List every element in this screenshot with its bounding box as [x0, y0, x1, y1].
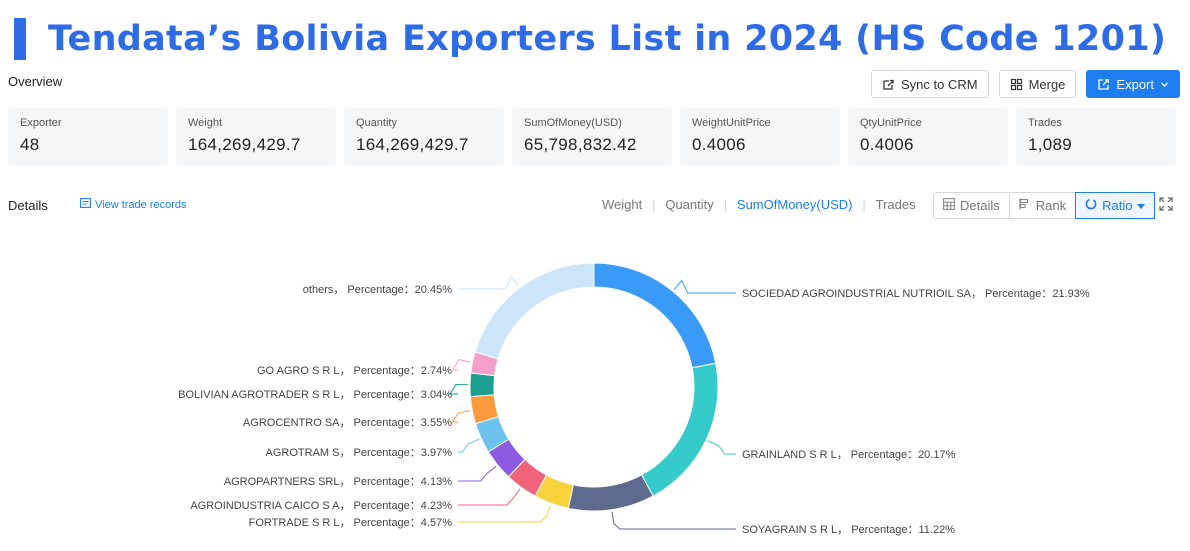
- view-mode-group: Details Rank Ratio: [933, 192, 1156, 219]
- stat-card-quantity: Quantity 164,269,429.7: [344, 108, 504, 166]
- stat-card-qty-unit-price: QtyUnitPrice 0.4006: [848, 108, 1008, 166]
- slice-label: BOLIVIAN AGROTRADER S R L， Percentage：3.…: [178, 389, 452, 401]
- stat-value: 65,798,832.42: [524, 135, 637, 154]
- stat-label: Weight: [188, 117, 223, 129]
- caret-down-icon: [1137, 198, 1146, 213]
- donut-slice[interactable]: [469, 372, 496, 398]
- slice-label: SOCIEDAD AGROINDUSTRIAL NUTRIOIL SA， Per…: [742, 288, 1090, 300]
- page-title: Tendata’s Bolivia Exporters List in 2024…: [48, 19, 1167, 59]
- slice-label: AGROCENTRO SA， Percentage：3.55%: [243, 417, 452, 429]
- ratio-donut-chart: SOCIEDAD AGROINDUSTRIAL NUTRIOIL SA， Per…: [178, 262, 1090, 536]
- stat-card-weight: Weight 164,269,429.7: [176, 108, 336, 166]
- stat-value: 0.4006: [860, 135, 914, 154]
- chevron-down-icon: [1160, 80, 1169, 89]
- overview-heading: Overview: [8, 74, 63, 89]
- stat-card-weight-unit-price: WeightUnitPrice 0.4006: [680, 108, 840, 166]
- slice-label: GO AGRO S R L， Percentage：2.74%: [257, 365, 452, 377]
- stat-value: 164,269,429.7: [356, 135, 469, 154]
- stat-card-trades: Trades 1,089: [1016, 108, 1176, 166]
- fullscreen-icon[interactable]: [1159, 197, 1173, 216]
- leader-line: [707, 440, 736, 455]
- tab-trades[interactable]: Trades: [875, 197, 916, 212]
- ratio-icon: [1085, 198, 1097, 213]
- stat-label: Trades: [1028, 117, 1062, 129]
- leader-line: [458, 438, 480, 453]
- stat-value: 0.4006: [692, 135, 746, 154]
- tab-divider: |: [723, 197, 727, 212]
- view-trade-records-link[interactable]: View trade records: [80, 198, 187, 211]
- stat-card-sum-of-money: SumOfMoney(USD) 65,798,832.42: [512, 108, 672, 166]
- merge-button[interactable]: Merge: [998, 70, 1077, 98]
- tab-divider: |: [862, 197, 866, 212]
- ratio-view-label: Ratio: [1102, 198, 1133, 213]
- stat-label: Exporter: [20, 117, 62, 129]
- sync-to-crm-button[interactable]: Sync to CRM: [870, 70, 989, 98]
- slice-label: SOYAGRAIN S R L， Percentage：11.22%: [742, 524, 955, 536]
- slice-label: AGROPARTNERS SRL， Percentage：4.13%: [224, 476, 452, 488]
- slice-label: AGROTRAM S， Percentage：3.97%: [266, 447, 453, 459]
- details-view-button[interactable]: Details: [934, 193, 1010, 218]
- table-icon: [943, 198, 955, 213]
- export-icon: [1097, 78, 1110, 91]
- leader-line: [458, 488, 521, 506]
- leader-line: [451, 410, 471, 423]
- tab-quantity[interactable]: Quantity: [665, 197, 714, 212]
- stat-label: SumOfMoney(USD): [524, 117, 622, 129]
- export-label: Export: [1116, 76, 1154, 92]
- donut-slice[interactable]: [640, 362, 719, 497]
- stat-label: Quantity: [356, 117, 397, 129]
- sync-to-crm-label: Sync to CRM: [900, 76, 978, 92]
- donut-slice[interactable]: [474, 262, 595, 360]
- tab-weight[interactable]: Weight: [602, 197, 643, 212]
- details-heading: Details: [8, 198, 48, 213]
- leader-line: [451, 359, 471, 371]
- tab-divider: |: [652, 197, 656, 212]
- leader-line: [673, 279, 736, 294]
- metric-tabs: Weight | Quantity | SumOfMoney(USD) | Tr…: [592, 197, 926, 212]
- slice-label: FORTRADE S R L， Percentage：4.57%: [249, 517, 453, 529]
- details-view-label: Details: [960, 198, 1000, 213]
- merge-icon: [1010, 78, 1023, 91]
- stat-label: WeightUnitPrice: [692, 117, 771, 129]
- title-accent-bar: [14, 18, 26, 60]
- view-trade-records-label: View trade records: [95, 198, 187, 211]
- donut-slice[interactable]: [593, 262, 717, 369]
- merge-label: Merge: [1028, 76, 1066, 92]
- leader-line: [449, 383, 469, 395]
- toolbar: Sync to CRM Merge Export: [870, 70, 1180, 98]
- rank-icon: [1019, 198, 1031, 213]
- stat-value: 1,089: [1028, 135, 1073, 154]
- rank-view-button[interactable]: Rank: [1009, 193, 1077, 218]
- slice-label: others， Percentage：20.45%: [303, 284, 452, 296]
- sync-icon: [882, 78, 895, 91]
- slice-label: GRAINLAND S R L， Percentage：20.17%: [742, 449, 956, 461]
- tab-sum-of-money[interactable]: SumOfMoney(USD): [736, 197, 853, 212]
- stats-row: Exporter 48 Weight 164,269,429.7 Quantit…: [8, 108, 1176, 166]
- rank-view-label: Rank: [1035, 198, 1067, 213]
- records-icon: [80, 198, 91, 211]
- stat-label: QtyUnitPrice: [860, 117, 922, 129]
- slice-label: AGROINDUSTRIA CAICO S A， Percentage：4.23…: [190, 500, 452, 512]
- leader-line: [458, 505, 552, 523]
- export-button[interactable]: Export: [1086, 70, 1180, 98]
- stat-value: 48: [20, 135, 40, 154]
- leader-line: [458, 275, 519, 290]
- leader-line: [611, 511, 736, 530]
- donut-slice[interactable]: [567, 474, 654, 512]
- ratio-view-button[interactable]: Ratio: [1075, 192, 1156, 219]
- stat-card-exporter: Exporter 48: [8, 108, 168, 166]
- leader-line: [458, 465, 497, 482]
- stat-value: 164,269,429.7: [188, 135, 301, 154]
- page-title-bar: Tendata’s Bolivia Exporters List in 2024…: [14, 14, 1166, 64]
